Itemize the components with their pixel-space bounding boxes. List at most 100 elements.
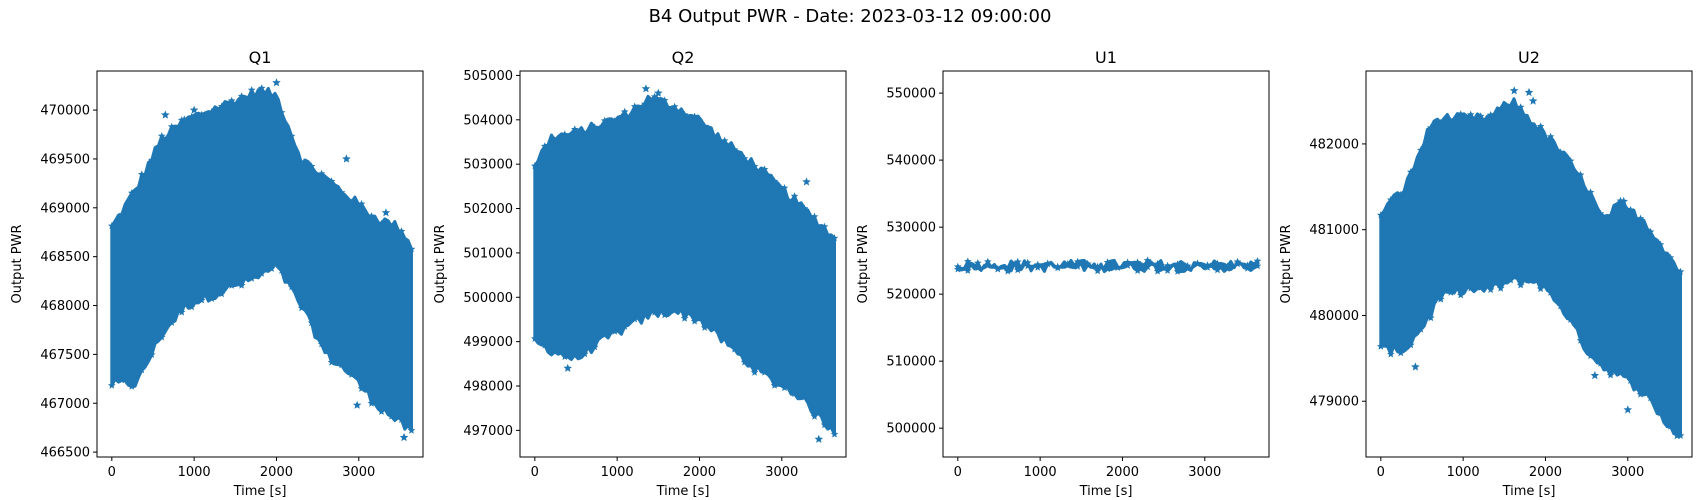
x-tick-label: 0 [1377, 465, 1385, 480]
data-point [197, 296, 206, 304]
data-point [1183, 264, 1192, 272]
data-point [381, 208, 391, 217]
data-point [1436, 118, 1445, 126]
data-point [1526, 119, 1535, 127]
data-point [247, 274, 256, 282]
data-point [640, 310, 649, 318]
data-point [187, 112, 196, 120]
data-point [710, 324, 719, 332]
data-point [237, 92, 246, 100]
data-point [1536, 122, 1545, 130]
data-point [581, 350, 589, 358]
y-tick-label: 467000 [40, 397, 90, 412]
data-point [148, 350, 156, 358]
data-point [1093, 262, 1102, 270]
figure-title: B4 Output PWR - Date: 2023-03-12 09:00:0… [648, 6, 1052, 27]
data-point [730, 345, 739, 353]
data-point [600, 116, 609, 124]
data-point [1436, 295, 1445, 303]
subplot-title: Q1 [249, 48, 272, 67]
data-point [571, 351, 579, 359]
data-point [1586, 188, 1595, 196]
data-point [187, 303, 196, 311]
data-point [1133, 258, 1142, 266]
subplot-title: U1 [1095, 48, 1117, 67]
y-tick-label: 540000 [886, 154, 936, 169]
data-point [810, 412, 819, 420]
data-point [1524, 87, 1534, 97]
data-point [108, 381, 116, 389]
data-point [1646, 394, 1655, 402]
data-point [720, 334, 729, 342]
data-point [760, 165, 769, 173]
data-point [1456, 110, 1465, 118]
data-point [1566, 315, 1575, 323]
data-point [177, 308, 186, 316]
data-point [352, 400, 362, 409]
data-point [1397, 349, 1405, 357]
data-point [1143, 256, 1152, 264]
x-tick-label: 1000 [178, 465, 211, 480]
y-tick-label: 501000 [463, 246, 513, 261]
data-point [347, 370, 356, 378]
data-point [1213, 259, 1222, 267]
data-point [641, 84, 651, 93]
data-point [1093, 267, 1102, 275]
x-tick-label: 3000 [342, 465, 375, 480]
data-point [1596, 209, 1605, 217]
data-point [1377, 342, 1385, 350]
data-point [1516, 281, 1525, 289]
data-point [1153, 259, 1162, 268]
data-point [830, 234, 839, 242]
data-point [277, 266, 286, 274]
data-point [287, 283, 296, 291]
subplot-title: Q2 [672, 48, 695, 67]
data-point [138, 366, 146, 374]
y-tick-label: 468000 [40, 299, 90, 314]
data-point [750, 162, 759, 170]
data-point [327, 358, 336, 366]
data-point [317, 169, 326, 177]
data-point [590, 123, 599, 131]
y-tick-label: 500000 [463, 291, 513, 306]
data-point [1556, 148, 1565, 156]
data-point [337, 188, 346, 196]
data-point [227, 281, 236, 289]
data-point [161, 110, 170, 119]
data-point [1004, 267, 1012, 275]
data-point [720, 136, 729, 144]
data-point [1646, 227, 1655, 236]
data-point [1053, 262, 1062, 270]
data-point [750, 368, 759, 376]
data-point [1033, 263, 1042, 271]
data-point [1113, 263, 1122, 271]
y-tick-label: 550000 [886, 87, 936, 102]
data-point [1163, 261, 1172, 269]
data-point [1073, 262, 1082, 270]
data-point [1173, 267, 1182, 275]
y-tick-label: 520000 [886, 288, 936, 303]
axes-frame [96, 70, 424, 458]
data-point [217, 102, 226, 110]
data-point [954, 265, 962, 273]
x-tick-label: 1000 [1024, 465, 1057, 480]
data-point [1536, 284, 1545, 293]
data-point [407, 245, 416, 253]
data-point [531, 334, 539, 342]
data-point [1619, 196, 1628, 205]
data-point [680, 314, 689, 322]
data-point [1213, 265, 1222, 274]
y-tick-label: 467500 [40, 348, 90, 363]
data-point [1417, 146, 1425, 154]
data-point [1546, 288, 1555, 296]
data-point [118, 210, 126, 218]
data-point [1476, 283, 1485, 291]
x-tick-label: 3000 [765, 465, 798, 480]
data-point [1496, 105, 1505, 113]
data-point [1509, 86, 1519, 95]
data-point [1103, 264, 1112, 273]
data-point [964, 257, 972, 265]
data-point [1526, 276, 1535, 285]
x-tick-label: 3000 [1188, 465, 1221, 480]
